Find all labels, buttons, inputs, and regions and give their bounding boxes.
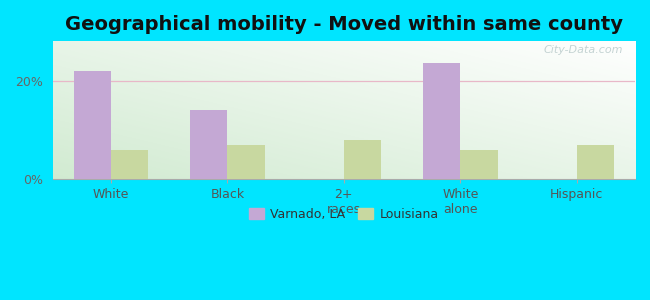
Bar (423, 63, 460, 179)
Bar (577, 145, 614, 179)
Bar (227, 145, 265, 179)
Bar (190, 110, 227, 179)
Title: Geographical mobility - Moved within same county: Geographical mobility - Moved within sam… (65, 15, 623, 34)
Bar (111, 150, 148, 179)
Text: City-Data.com: City-Data.com (544, 45, 623, 55)
Bar (344, 140, 381, 179)
Bar (460, 150, 497, 179)
Bar (73, 71, 111, 179)
Legend: Varnado, LA, Louisiana: Varnado, LA, Louisiana (244, 203, 443, 226)
